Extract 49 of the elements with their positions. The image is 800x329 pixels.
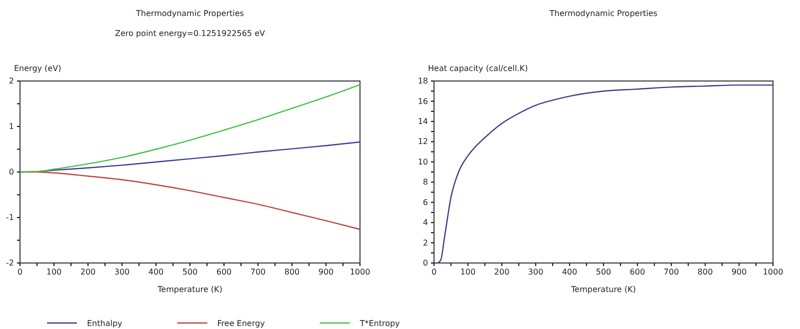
y-tick-label: 6 xyxy=(422,198,428,207)
y-axis-title: Heat capacity (cal/cell.K) xyxy=(428,64,528,73)
x-tick-label: 800 xyxy=(284,268,300,277)
legend-label: Enthalpy xyxy=(87,319,123,328)
y-tick-label: 0 xyxy=(8,168,14,177)
x-axis-title: Temperature (K) xyxy=(570,285,636,294)
legend-label: Free Energy xyxy=(217,319,266,328)
x-tick-label: 900 xyxy=(731,268,747,277)
x-tick-label: 800 xyxy=(698,268,713,277)
x-tick-label: 500 xyxy=(596,268,612,277)
x-tick-label: 600 xyxy=(630,268,646,277)
y-tick-label: -2 xyxy=(6,258,14,268)
y-tick-label: -1 xyxy=(6,213,14,222)
x-axis-title: Temperature (K) xyxy=(156,285,222,294)
x-tick-label: 200 xyxy=(80,268,96,277)
y-tick-label: 18 xyxy=(418,76,428,86)
x-tick-label: 1000 xyxy=(762,268,784,277)
y-tick-label: 14 xyxy=(418,117,428,126)
x-tick-label: 100 xyxy=(460,268,476,277)
x-tick-label: 100 xyxy=(46,268,62,277)
x-tick-label: 700 xyxy=(664,268,679,277)
y-tick-label: 2 xyxy=(422,238,428,248)
y-tick-label: 0 xyxy=(422,258,428,268)
y-tick-label: 16 xyxy=(418,96,428,106)
x-tick-label: 400 xyxy=(148,268,164,277)
x-tick-label: 0 xyxy=(431,268,437,277)
x-tick-label: 400 xyxy=(562,268,578,277)
y-tick-label: 2 xyxy=(8,76,14,86)
line-series xyxy=(19,84,361,173)
x-tick-label: 0 xyxy=(17,268,23,277)
x-tick-label: 1000 xyxy=(350,268,370,277)
y-tick-label: 10 xyxy=(418,157,428,166)
y-tick-label: 4 xyxy=(422,218,428,228)
x-tick-label: 300 xyxy=(528,268,544,277)
line-series xyxy=(433,84,774,264)
x-tick-label: 900 xyxy=(318,268,334,277)
legend-label: T*Entropy xyxy=(358,319,400,328)
chart-subtitle: Zero point energy=0.1251922565 eV xyxy=(115,29,266,38)
y-tick-label: 1 xyxy=(8,122,14,132)
chart-title: Thermodynamic Properties xyxy=(135,9,244,18)
y-axis-title: Energy (eV) xyxy=(14,64,62,73)
chart-title: Thermodynamic Properties xyxy=(548,9,658,18)
y-tick-label: 8 xyxy=(422,178,428,187)
x-tick-label: 600 xyxy=(216,268,232,277)
y-tick-label: 12 xyxy=(418,137,428,146)
x-tick-label: 300 xyxy=(114,268,130,277)
x-tick-label: 200 xyxy=(494,268,510,277)
x-tick-label: 500 xyxy=(182,268,198,277)
x-tick-label: 700 xyxy=(250,268,266,277)
